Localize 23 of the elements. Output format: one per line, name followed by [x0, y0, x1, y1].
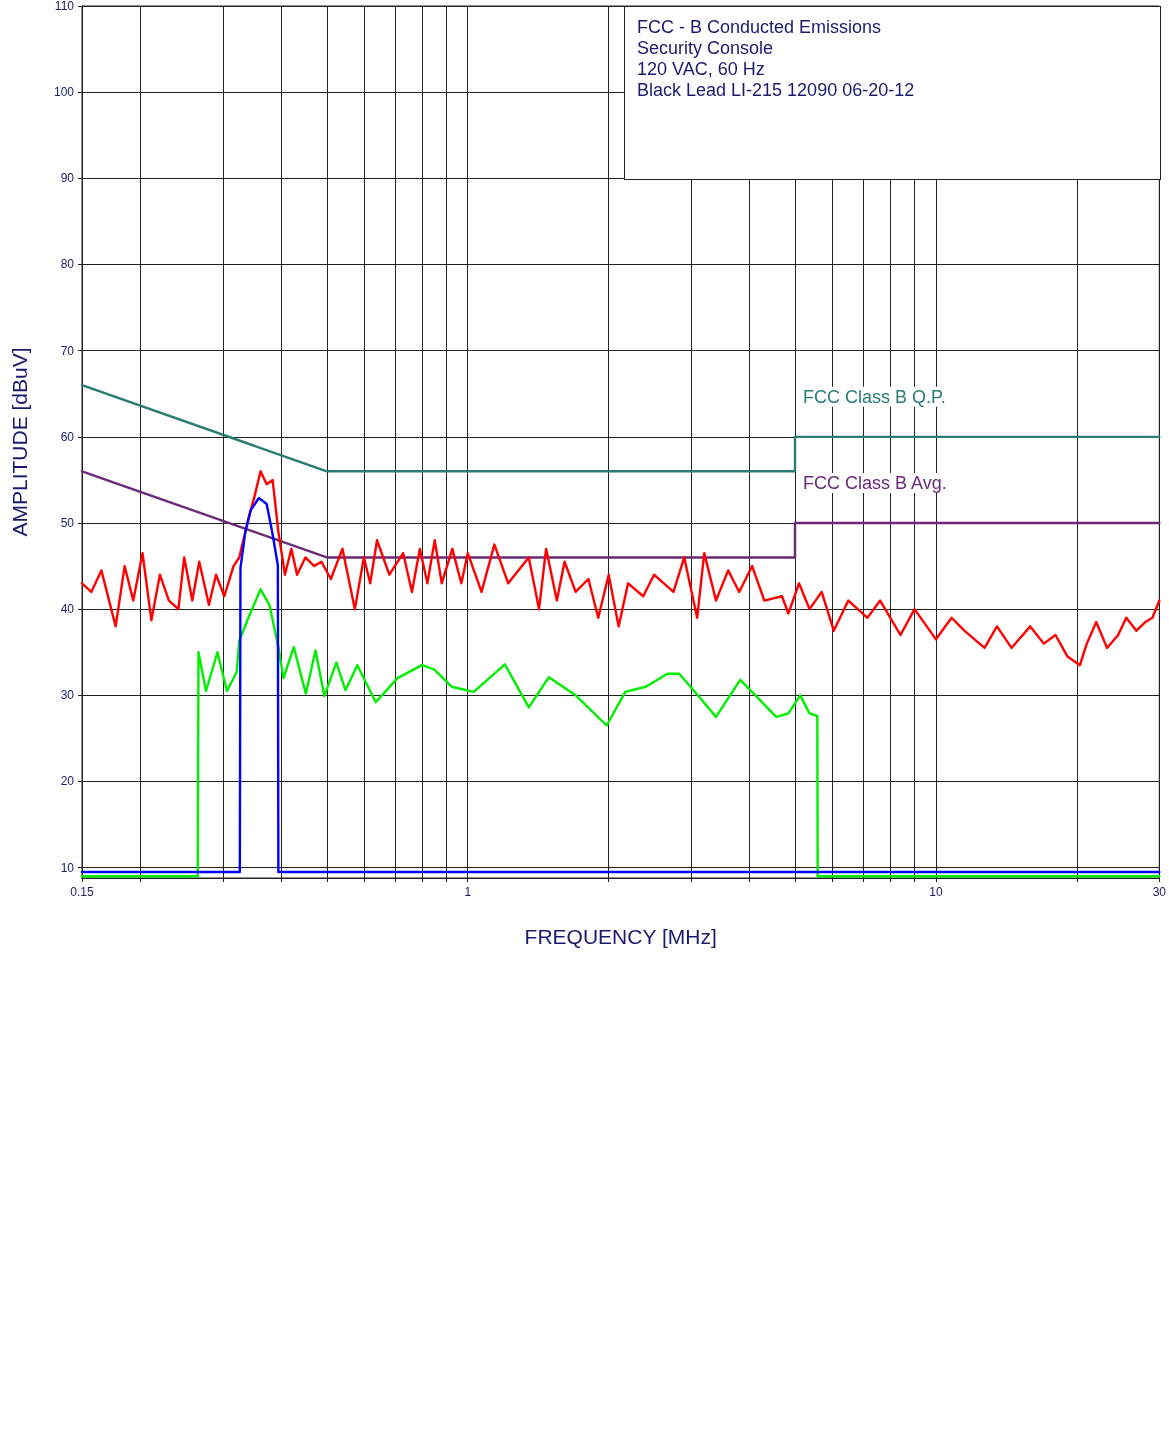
- x-tick-label: 1: [464, 885, 472, 899]
- y-tick-label: 40: [60, 602, 75, 617]
- y-tick-label: 60: [60, 429, 75, 444]
- x-axis-title: FREQUENCY [MHz]: [524, 925, 717, 948]
- x-tick-label: 30: [1152, 885, 1167, 899]
- y-axis-title: AMPLITUDE [dBuV]: [8, 347, 31, 537]
- y-tick-label: 30: [60, 688, 75, 703]
- series-label: FCC Class B Q.P.: [803, 386, 946, 407]
- y-tick-label: 110: [54, 0, 75, 13]
- annotation: Black Lead LI-215 12090 06-20-12: [637, 80, 916, 101]
- x-tick-label: 0.15: [70, 885, 94, 899]
- annotation: Security Console: [637, 38, 775, 59]
- y-tick-label: 90: [60, 171, 75, 186]
- annotation: 120 VAC, 60 Hz: [637, 59, 766, 80]
- y-tick-label: 50: [60, 516, 75, 530]
- x-tick-label: 10: [929, 885, 943, 899]
- series-label: FCC Class B Avg.: [803, 473, 947, 493]
- text-panel: FCC - B Conducted Emissions Security Console 120 VAC, 60 Hz Black Lead LI-215 12090 06-20-12: [624, 6, 1161, 180]
- y-tick-label: 100: [53, 85, 75, 100]
- y-tick-label: 70: [60, 343, 75, 358]
- y-tick-label: 10: [60, 860, 75, 875]
- y-tick-label: 20: [60, 774, 75, 789]
- y-tick-label: 80: [60, 257, 75, 272]
